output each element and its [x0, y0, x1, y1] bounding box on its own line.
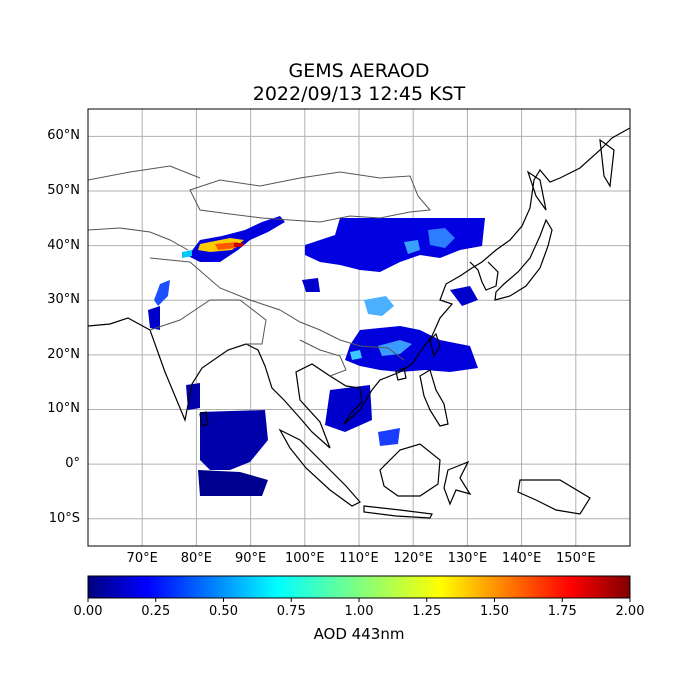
colorbar-tick-label: 1.00 [344, 604, 374, 619]
lon-tick-label: 130°E [447, 551, 488, 566]
aod-region-north-china-light [404, 240, 420, 254]
coastline-japan [494, 218, 553, 301]
coastline-philippines [419, 369, 449, 427]
border-kazakhstan [88, 165, 201, 181]
map-title-line2: 2022/09/13 12:45 KST [252, 83, 466, 105]
border-india [149, 299, 267, 345]
coastline-new-guinea [517, 479, 591, 515]
aod-data-layer [148, 216, 485, 496]
coastline-taiwan [429, 332, 441, 358]
aod-region-indochina [325, 385, 372, 432]
border-china-south [149, 257, 405, 361]
colorbar-tick-label: 0.25 [141, 604, 171, 619]
coastline-sulawesi [443, 460, 472, 506]
lon-tick-label: 150°E [556, 551, 596, 566]
lon-tick-label: 120°E [393, 551, 433, 566]
lat-tick-label: 30°N [47, 292, 80, 308]
coastline-borneo [379, 443, 441, 497]
aod-region-indian-ocean [198, 470, 268, 496]
border-southeast-asia [299, 339, 347, 377]
lat-tick-label: 10°S [48, 510, 80, 526]
colorbar [87, 575, 631, 599]
aod-region-pacific [378, 428, 400, 446]
lon-tick-label: 90°E [234, 551, 267, 566]
lon-tick-label: 70°E [126, 551, 158, 566]
map-gridlines [88, 109, 630, 546]
lon-tick-label: 140°E [501, 551, 542, 566]
border-central-asia [88, 227, 189, 251]
lon-tick-label: 110°E [339, 551, 379, 566]
map-frame [87, 108, 631, 547]
colorbar-tick-label: 0.50 [209, 604, 238, 619]
colorbar-label: AOD 443nm [313, 625, 405, 643]
coastline-sumatra [278, 428, 361, 507]
coastline-java [363, 505, 433, 519]
colorbar-tick-label: 2.00 [615, 604, 645, 619]
aod-region-east-china [364, 296, 394, 316]
border-mongolia [189, 171, 432, 223]
aod-region-north-china-light [428, 228, 455, 248]
aod-region-west [148, 306, 160, 330]
colorbar-tick-label: 1.25 [412, 604, 442, 619]
coastline-kamchatka [599, 138, 615, 188]
lat-tick-label: 10°N [47, 401, 80, 417]
coastline-sri-lanka [199, 411, 209, 427]
aod-region-south-china-light [378, 340, 412, 356]
coastline-asia-mainland [88, 127, 630, 449]
aod-region-south-china [345, 326, 478, 372]
aod-region-west [154, 280, 170, 306]
aod-region-east-china [450, 286, 478, 306]
aod-region-tarim-dust [182, 250, 192, 258]
lon-tick-label: 80°E [180, 551, 213, 566]
colorbar-tick-label: 0.00 [73, 604, 103, 619]
lon-tick-label: 100°E [285, 551, 325, 566]
lat-tick-label: 20°N [47, 346, 80, 362]
lat-tick-label: 40°N [47, 237, 80, 253]
map-title-line1: GEMS AERAOD [288, 60, 430, 82]
country-borders [88, 165, 432, 377]
aod-region-south-china-light [350, 350, 362, 360]
colorbar-ticks [87, 598, 631, 602]
coastline-korea [469, 261, 499, 291]
coastline-sakhalin [526, 170, 547, 211]
coastlines [88, 127, 630, 519]
aod-region-tarim-dust [215, 242, 238, 250]
aod-region-indian-ocean [200, 410, 268, 470]
aod-region-bay-of-bengal [186, 383, 200, 410]
aod-region-north-china [305, 218, 485, 272]
colorbar-tick-label: 0.75 [276, 604, 306, 619]
lat-tick-label: 0° [65, 456, 80, 472]
aod-region-tarim-dust [234, 243, 244, 247]
colorbar-tick-label: 1.50 [480, 604, 509, 619]
coastline-hainan [395, 367, 407, 381]
lat-tick-label: 50°N [47, 182, 80, 198]
aod-region-sichuan [302, 278, 320, 292]
lat-tick-label: 60°N [47, 128, 80, 144]
colorbar-tick-label: 1.75 [547, 604, 577, 619]
